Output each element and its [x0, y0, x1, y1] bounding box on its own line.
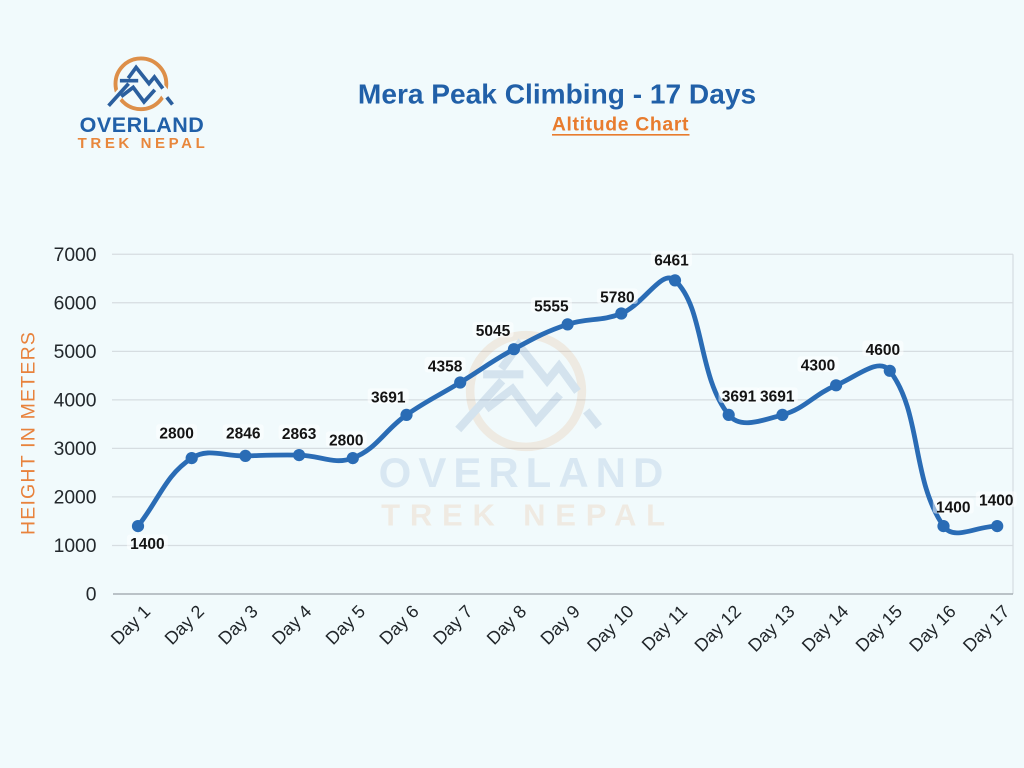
svg-text:Altitude Chart: Altitude Chart — [552, 114, 689, 136]
svg-text:2000: 2000 — [54, 487, 97, 508]
svg-text:2800: 2800 — [159, 425, 193, 442]
svg-text:3000: 3000 — [54, 439, 97, 460]
svg-text:5555: 5555 — [534, 299, 569, 316]
svg-text:Mera Peak Climbing - 17 Days: Mera Peak Climbing - 17 Days — [358, 79, 756, 110]
svg-text:2846: 2846 — [226, 426, 261, 443]
svg-text:OVERLAND: OVERLAND — [80, 113, 205, 137]
svg-text:3691: 3691 — [371, 390, 406, 407]
svg-text:5045: 5045 — [476, 323, 511, 340]
svg-text:4300: 4300 — [801, 358, 835, 375]
svg-text:2800: 2800 — [329, 433, 363, 450]
svg-text:6000: 6000 — [54, 293, 97, 314]
svg-text:2863: 2863 — [282, 426, 317, 443]
svg-text:TREK NEPAL: TREK NEPAL — [381, 498, 675, 533]
svg-text:1400: 1400 — [130, 536, 164, 553]
svg-text:1400: 1400 — [936, 499, 970, 516]
svg-text:1000: 1000 — [54, 536, 97, 557]
svg-text:4600: 4600 — [866, 342, 900, 359]
svg-text:0: 0 — [86, 585, 97, 606]
svg-text:OVERLAND: OVERLAND — [379, 449, 671, 496]
svg-text:TREK NEPAL: TREK NEPAL — [78, 135, 209, 152]
svg-text:3691: 3691 — [722, 389, 757, 406]
svg-text:5780: 5780 — [600, 290, 634, 307]
svg-text:5000: 5000 — [54, 342, 97, 363]
svg-text:HEIGHT IN METERS: HEIGHT IN METERS — [18, 331, 40, 535]
svg-text:7000: 7000 — [54, 245, 97, 266]
svg-text:1400: 1400 — [979, 493, 1013, 510]
svg-text:4358: 4358 — [428, 358, 463, 375]
svg-text:3691: 3691 — [760, 389, 795, 406]
svg-text:6461: 6461 — [654, 252, 689, 269]
svg-text:4000: 4000 — [54, 390, 97, 411]
